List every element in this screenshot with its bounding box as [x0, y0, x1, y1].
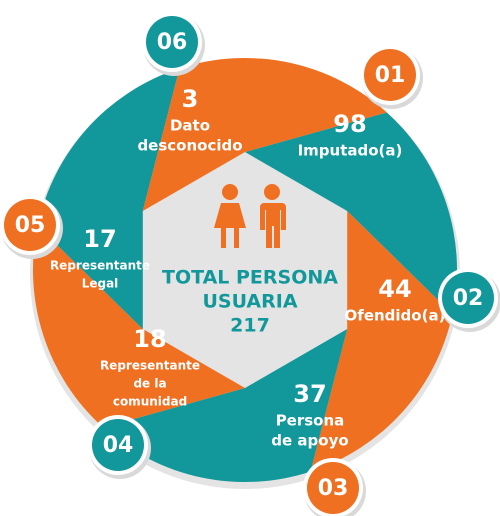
segment-label: Representante: [50, 259, 150, 273]
labels: 98 Imputado(a) 01 44 Ofendido(a) 02 37 Persona d…: [0, 12, 500, 516]
segment-value: 37: [293, 380, 326, 408]
badge-number: 02: [453, 286, 484, 311]
segment-label: Ofendido(a): [345, 307, 446, 325]
badge: [307, 462, 359, 514]
segment-value: 3: [182, 85, 199, 113]
segment-label: desconocido: [137, 137, 242, 155]
woman-body: [214, 203, 246, 248]
blade: [37, 68, 180, 329]
center-title: TOTAL PERSONA: [162, 267, 338, 289]
segment-label: Dato: [170, 117, 210, 135]
segment-value: 17: [83, 225, 116, 253]
center-title: USUARIA: [202, 291, 297, 313]
badge: [4, 199, 56, 251]
segment-label: Representante: [100, 359, 200, 373]
badge: [364, 49, 416, 101]
segment-value: 98: [333, 110, 366, 138]
segment-label: comunidad: [113, 395, 187, 409]
segment-label: Persona: [276, 412, 345, 430]
segment-label: Legal: [82, 277, 119, 291]
blade: [310, 211, 453, 472]
badge-number: 01: [375, 63, 406, 88]
badge: [92, 419, 144, 471]
segment-value: 44: [378, 275, 411, 303]
badge: [442, 272, 494, 324]
blade: [32, 225, 245, 428]
segment-label: de apoyo: [271, 432, 348, 450]
man-head: [264, 184, 280, 200]
people-icons: [214, 184, 286, 248]
center-total: 217: [230, 315, 270, 337]
badge-number: 06: [157, 30, 188, 55]
woman-head: [222, 184, 238, 200]
badge: [146, 16, 198, 68]
blade: [103, 329, 348, 483]
badge-number: 03: [318, 476, 349, 501]
badge-number: 04: [103, 433, 134, 458]
blade: [245, 112, 457, 315]
blades: [30, 58, 460, 489]
blade: [142, 58, 387, 212]
segment-value: 18: [133, 325, 166, 353]
man-body: [260, 203, 286, 248]
segment-label: de la: [133, 377, 166, 391]
segment-label: Imputado(a): [298, 142, 403, 160]
badge-number: 05: [15, 213, 46, 238]
